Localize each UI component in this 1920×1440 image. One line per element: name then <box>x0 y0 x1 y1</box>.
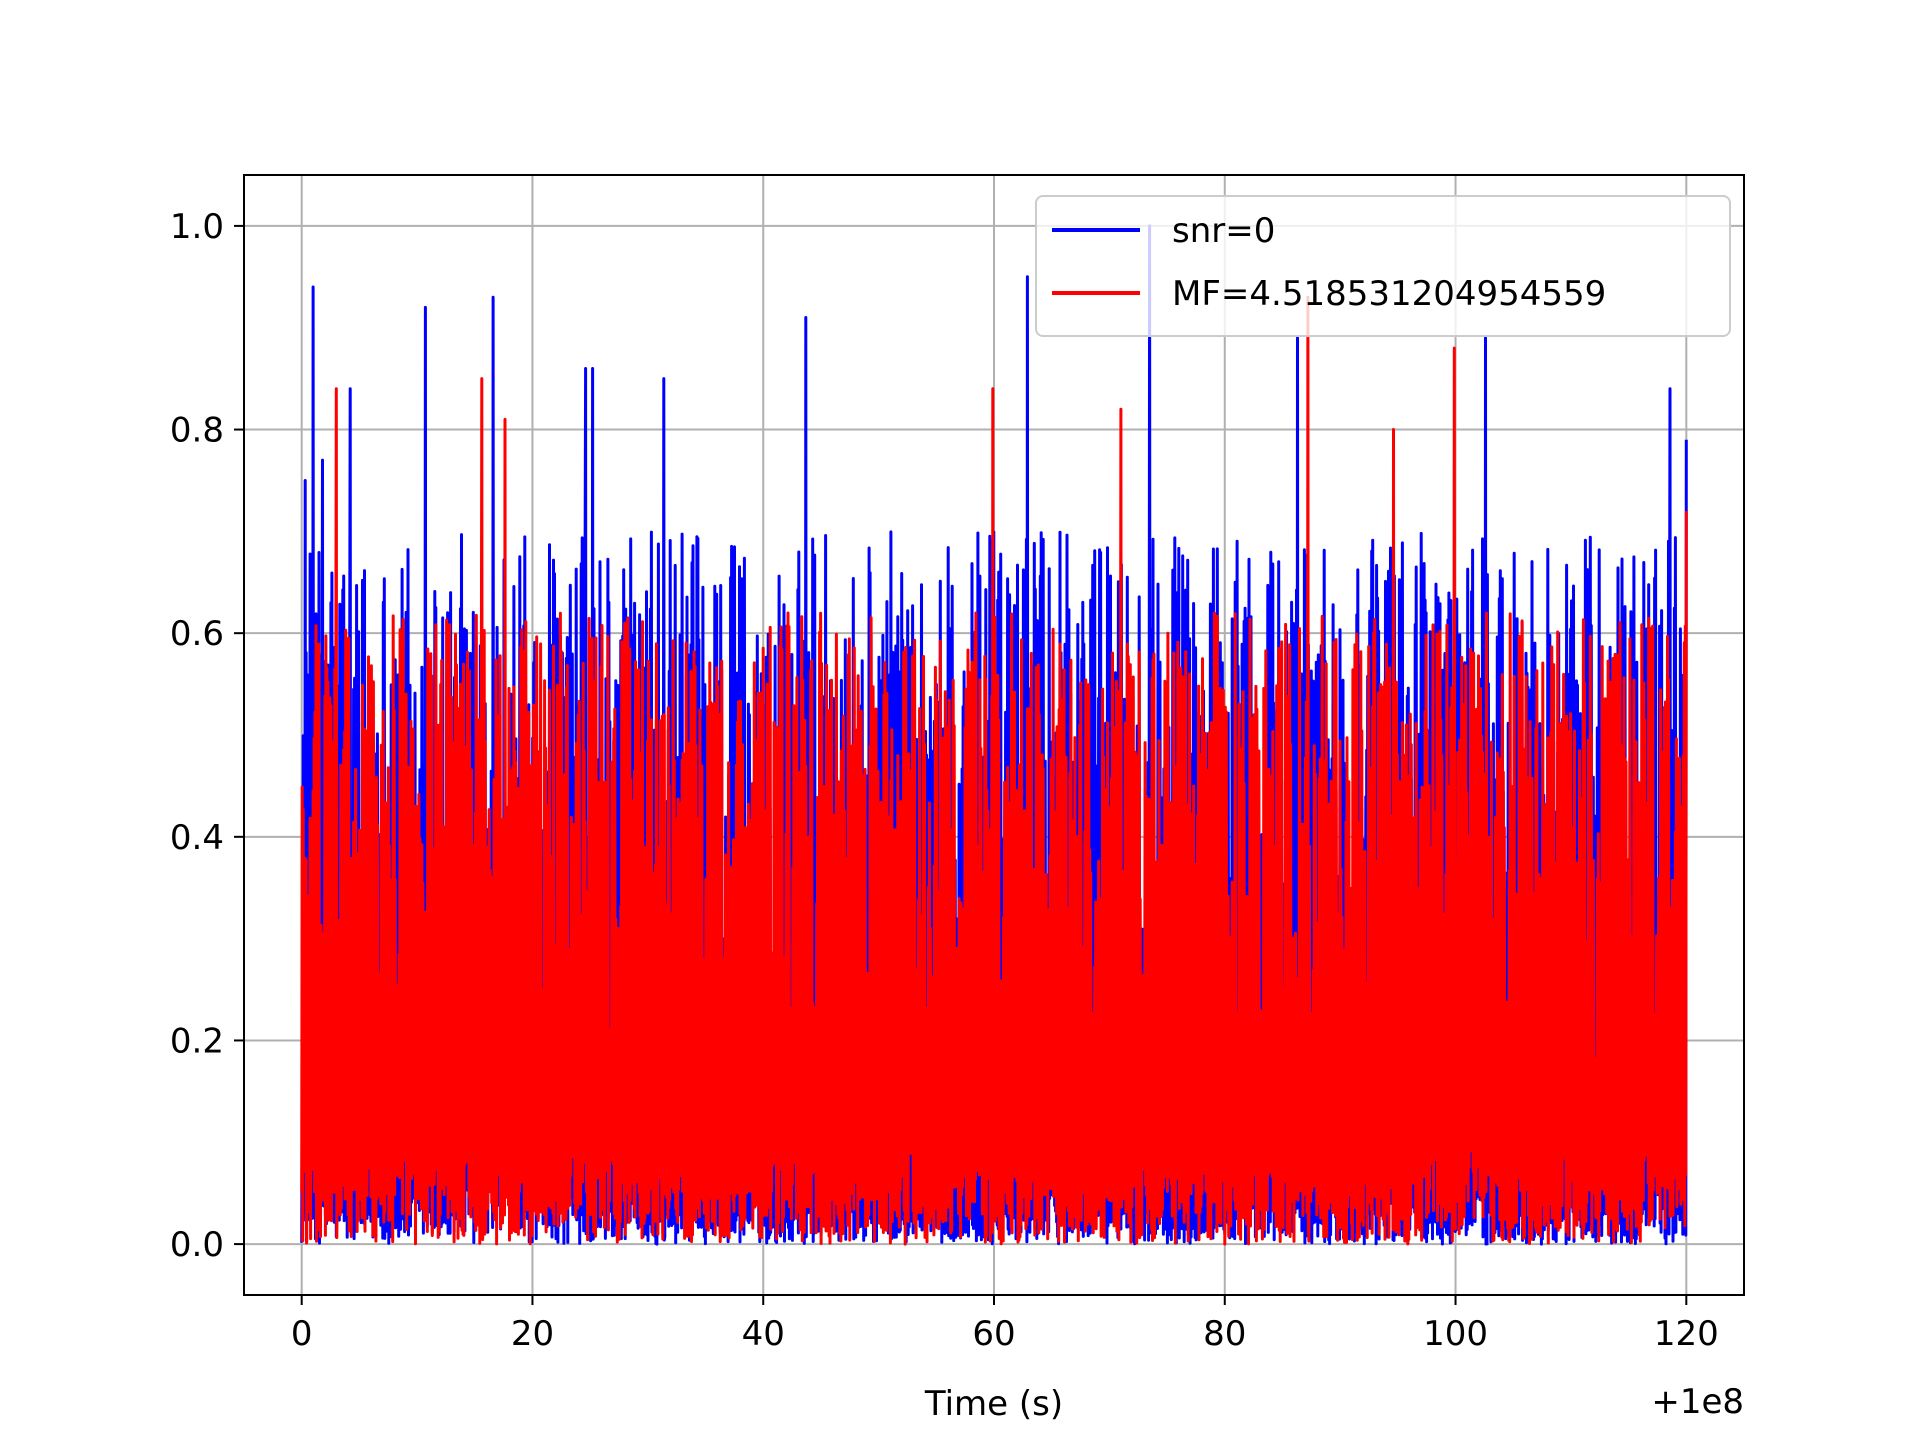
legend-label-mf: MF=4.518531204954559 <box>1172 274 1606 314</box>
x-tick-label: 40 <box>742 1314 785 1354</box>
x-axis-ticks: 0 20 40 60 80 100 120 <box>291 1295 1719 1354</box>
y-tick-label: 0.2 <box>170 1021 224 1061</box>
x-tick-label: 20 <box>511 1314 554 1354</box>
x-tick-label: 120 <box>1654 1314 1719 1354</box>
x-tick-label: 0 <box>291 1314 313 1354</box>
y-axis-ticks: 0.0 0.2 0.4 0.6 0.8 1.0 <box>170 207 244 1265</box>
x-offset-label: +1e8 <box>1651 1382 1744 1422</box>
series-line-mf <box>300 295 1688 1246</box>
x-axis-label: Time (s) <box>924 1384 1063 1424</box>
y-tick-label: 0.8 <box>170 411 224 451</box>
y-tick-label: 0.4 <box>170 818 224 858</box>
y-tick-label: 0.0 <box>170 1225 224 1265</box>
x-tick-label: 80 <box>1203 1314 1246 1354</box>
legend-label-snr: snr=0 <box>1172 211 1275 251</box>
legend: snr=0 MF=4.518531204954559 <box>1035 195 1731 337</box>
x-tick-label: 100 <box>1423 1314 1488 1354</box>
series-layer <box>300 224 1688 1246</box>
y-tick-label: 0.6 <box>170 614 224 654</box>
legend-box <box>1035 195 1731 337</box>
y-tick-label: 1.0 <box>170 207 224 247</box>
x-tick-label: 60 <box>972 1314 1015 1354</box>
